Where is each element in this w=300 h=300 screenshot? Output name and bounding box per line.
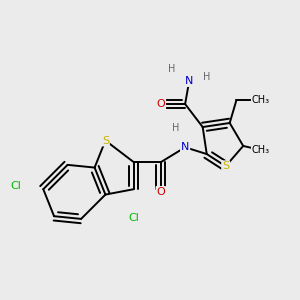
Text: H: H — [172, 123, 179, 134]
Text: N: N — [181, 142, 189, 152]
Text: CH₃: CH₃ — [252, 95, 270, 105]
Text: H: H — [168, 64, 175, 74]
Text: O: O — [156, 187, 165, 197]
Text: CH₃: CH₃ — [252, 145, 270, 155]
Text: S: S — [222, 161, 229, 171]
Text: Cl: Cl — [11, 182, 22, 191]
Text: N: N — [185, 76, 194, 86]
Text: H: H — [203, 72, 210, 82]
Text: S: S — [102, 136, 109, 146]
Text: O: O — [156, 99, 165, 109]
Text: Cl: Cl — [128, 213, 139, 223]
